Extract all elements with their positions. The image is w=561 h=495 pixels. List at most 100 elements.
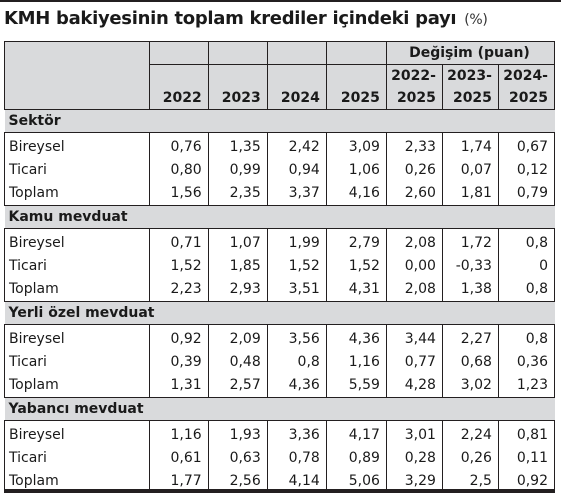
year-value-cell: 0,61 bbox=[148, 447, 209, 470]
year-value-cell: 5,06 bbox=[325, 470, 387, 493]
year-value-cell: 1,06 bbox=[325, 159, 387, 182]
year-value-cell: 1,56 bbox=[148, 182, 209, 206]
table-row: Ticari 0,80 0,99 0,94 1,06 0,26 0,07 0,12 bbox=[4, 159, 556, 182]
row-label: Ticari bbox=[4, 159, 150, 182]
change-value-cell: 3,01 bbox=[385, 420, 443, 447]
change-value-cell: 0,07 bbox=[441, 159, 499, 182]
year-header: 2024 bbox=[266, 64, 327, 110]
year-value-cell: 0,89 bbox=[325, 447, 387, 470]
year-value-cell: 1,07 bbox=[207, 228, 268, 255]
change-range-end: 2025 bbox=[441, 87, 499, 110]
year-value-cell: 3,37 bbox=[266, 182, 327, 206]
change-value-cell: 1,81 bbox=[441, 182, 499, 206]
table-header: Değişim (puan) 2022 2023 2024 2025 2022-… bbox=[4, 41, 556, 110]
year-value-cell: 1,93 bbox=[207, 420, 268, 447]
title-unit: (%) bbox=[464, 12, 488, 28]
change-value-cell: 1,74 bbox=[441, 132, 499, 159]
change-value-cell: 2,08 bbox=[385, 228, 443, 255]
change-value-cell: 0,36 bbox=[497, 351, 556, 374]
header-year-spacer bbox=[325, 41, 387, 65]
year-value-cell: 4,17 bbox=[325, 420, 387, 447]
section-header-row: Sektör bbox=[4, 109, 555, 133]
change-value-cell: 0,00 bbox=[385, 255, 443, 278]
change-value-cell: 2,24 bbox=[441, 420, 499, 447]
change-range-start: 2022- bbox=[385, 64, 443, 87]
table-title: KMH bakiyesinin toplam krediler içindeki… bbox=[4, 8, 488, 29]
year-value-cell: 2,93 bbox=[207, 278, 268, 302]
row-label: Toplam bbox=[4, 182, 150, 206]
change-value-cell: 0,67 bbox=[497, 132, 556, 159]
table-row: Ticari 0,61 0,63 0,78 0,89 0,28 0,26 0,11 bbox=[4, 447, 556, 470]
change-value-cell: 2,27 bbox=[441, 324, 499, 351]
header-corner-cell bbox=[4, 41, 150, 110]
change-value-cell: 2,60 bbox=[385, 182, 443, 206]
section-title: Kamu mevduat bbox=[4, 205, 555, 229]
row-label: Ticari bbox=[4, 255, 150, 278]
table-row: Toplam 1,56 2,35 3,37 4,16 2,60 1,81 0,79 bbox=[4, 182, 556, 206]
header-row-range-start: 2022 2023 2024 2025 2022- 2023- 2024- bbox=[5, 64, 556, 110]
year-header: 2023 bbox=[207, 64, 268, 110]
row-label: Bireysel bbox=[4, 420, 150, 447]
year-value-cell: 2,57 bbox=[207, 374, 268, 398]
change-range-start: 2023- bbox=[441, 64, 499, 87]
year-value-cell: 2,35 bbox=[207, 182, 268, 206]
row-label: Bireysel bbox=[4, 132, 150, 159]
year-value-cell: 0,92 bbox=[148, 324, 209, 351]
table-row: Toplam 1,77 2,56 4,14 5,06 3,29 2,5 0,92 bbox=[4, 470, 556, 493]
table-row: Bireysel 1,16 1,93 3,36 4,17 3,01 2,24 0,81 bbox=[4, 420, 556, 447]
year-value-cell: 4,36 bbox=[266, 374, 327, 398]
year-value-cell: 4,14 bbox=[266, 470, 327, 493]
change-value-cell: 1,72 bbox=[441, 228, 499, 255]
row-label: Toplam bbox=[4, 278, 150, 302]
change-value-cell: 0,26 bbox=[385, 159, 443, 182]
year-value-cell: 1,85 bbox=[207, 255, 268, 278]
year-value-cell: 0,48 bbox=[207, 351, 268, 374]
header-year-spacer bbox=[207, 41, 268, 65]
year-value-cell: 0,80 bbox=[148, 159, 209, 182]
year-value-cell: 0,76 bbox=[148, 132, 209, 159]
year-value-cell: 1,52 bbox=[266, 255, 327, 278]
change-value-cell: 0,92 bbox=[497, 470, 556, 493]
change-value-cell: -0,33 bbox=[441, 255, 499, 278]
table-row: Bireysel 0,71 1,07 1,99 2,79 2,08 1,72 0,8 bbox=[4, 228, 556, 255]
year-value-cell: 4,31 bbox=[325, 278, 387, 302]
change-value-cell: 0,81 bbox=[497, 420, 556, 447]
change-value-cell: 3,44 bbox=[385, 324, 443, 351]
bottom-rule bbox=[4, 489, 555, 493]
change-value-cell: 0,8 bbox=[497, 324, 556, 351]
table-row: Toplam 2,23 2,93 3,51 4,31 2,08 1,38 0,8 bbox=[4, 278, 556, 302]
table-row: Toplam 1,31 2,57 4,36 5,59 4,28 3,02 1,23 bbox=[4, 374, 556, 398]
change-value-cell: 4,28 bbox=[385, 374, 443, 398]
year-value-cell: 4,36 bbox=[325, 324, 387, 351]
row-label: Toplam bbox=[4, 470, 150, 493]
change-range-start: 2024- bbox=[497, 64, 556, 87]
year-value-cell: 1,99 bbox=[266, 228, 327, 255]
change-value-cell: 2,08 bbox=[385, 278, 443, 302]
section-header-row: Yabancı mevduat bbox=[4, 397, 555, 421]
year-value-cell: 0,78 bbox=[266, 447, 327, 470]
table-row: Ticari 0,39 0,48 0,8 1,16 0,77 0,68 0,36 bbox=[4, 351, 556, 374]
change-value-cell: 2,5 bbox=[441, 470, 499, 493]
year-value-cell: 0,39 bbox=[148, 351, 209, 374]
change-range-end: 2025 bbox=[497, 87, 556, 110]
row-label: Toplam bbox=[4, 374, 150, 398]
year-value-cell: 2,09 bbox=[207, 324, 268, 351]
year-value-cell: 0,63 bbox=[207, 447, 268, 470]
change-value-cell: 0,79 bbox=[497, 182, 556, 206]
section-header-row: Yerli özel mevduat bbox=[4, 301, 555, 325]
change-value-cell: 0,28 bbox=[385, 447, 443, 470]
table-row: Bireysel 0,76 1,35 2,42 3,09 2,33 1,74 0,67 bbox=[4, 132, 556, 159]
change-value-cell: 1,23 bbox=[497, 374, 556, 398]
section-header-row: Kamu mevduat bbox=[4, 205, 555, 229]
year-value-cell: 0,71 bbox=[148, 228, 209, 255]
year-value-cell: 1,16 bbox=[148, 420, 209, 447]
change-value-cell: 0,77 bbox=[385, 351, 443, 374]
table-body: Sektör Bireysel 0,76 1,35 2,42 3,09 2,33 1,74 0,… bbox=[4, 109, 556, 493]
row-label: Ticari bbox=[4, 351, 150, 374]
year-value-cell: 1,35 bbox=[207, 132, 268, 159]
title-text: KMH bakiyesinin toplam krediler içindeki… bbox=[4, 8, 457, 29]
section-title: Yabancı mevduat bbox=[4, 397, 555, 421]
year-value-cell: 2,56 bbox=[207, 470, 268, 493]
change-value-cell: 3,02 bbox=[441, 374, 499, 398]
header-row-group: Değişim (puan) bbox=[4, 41, 556, 110]
